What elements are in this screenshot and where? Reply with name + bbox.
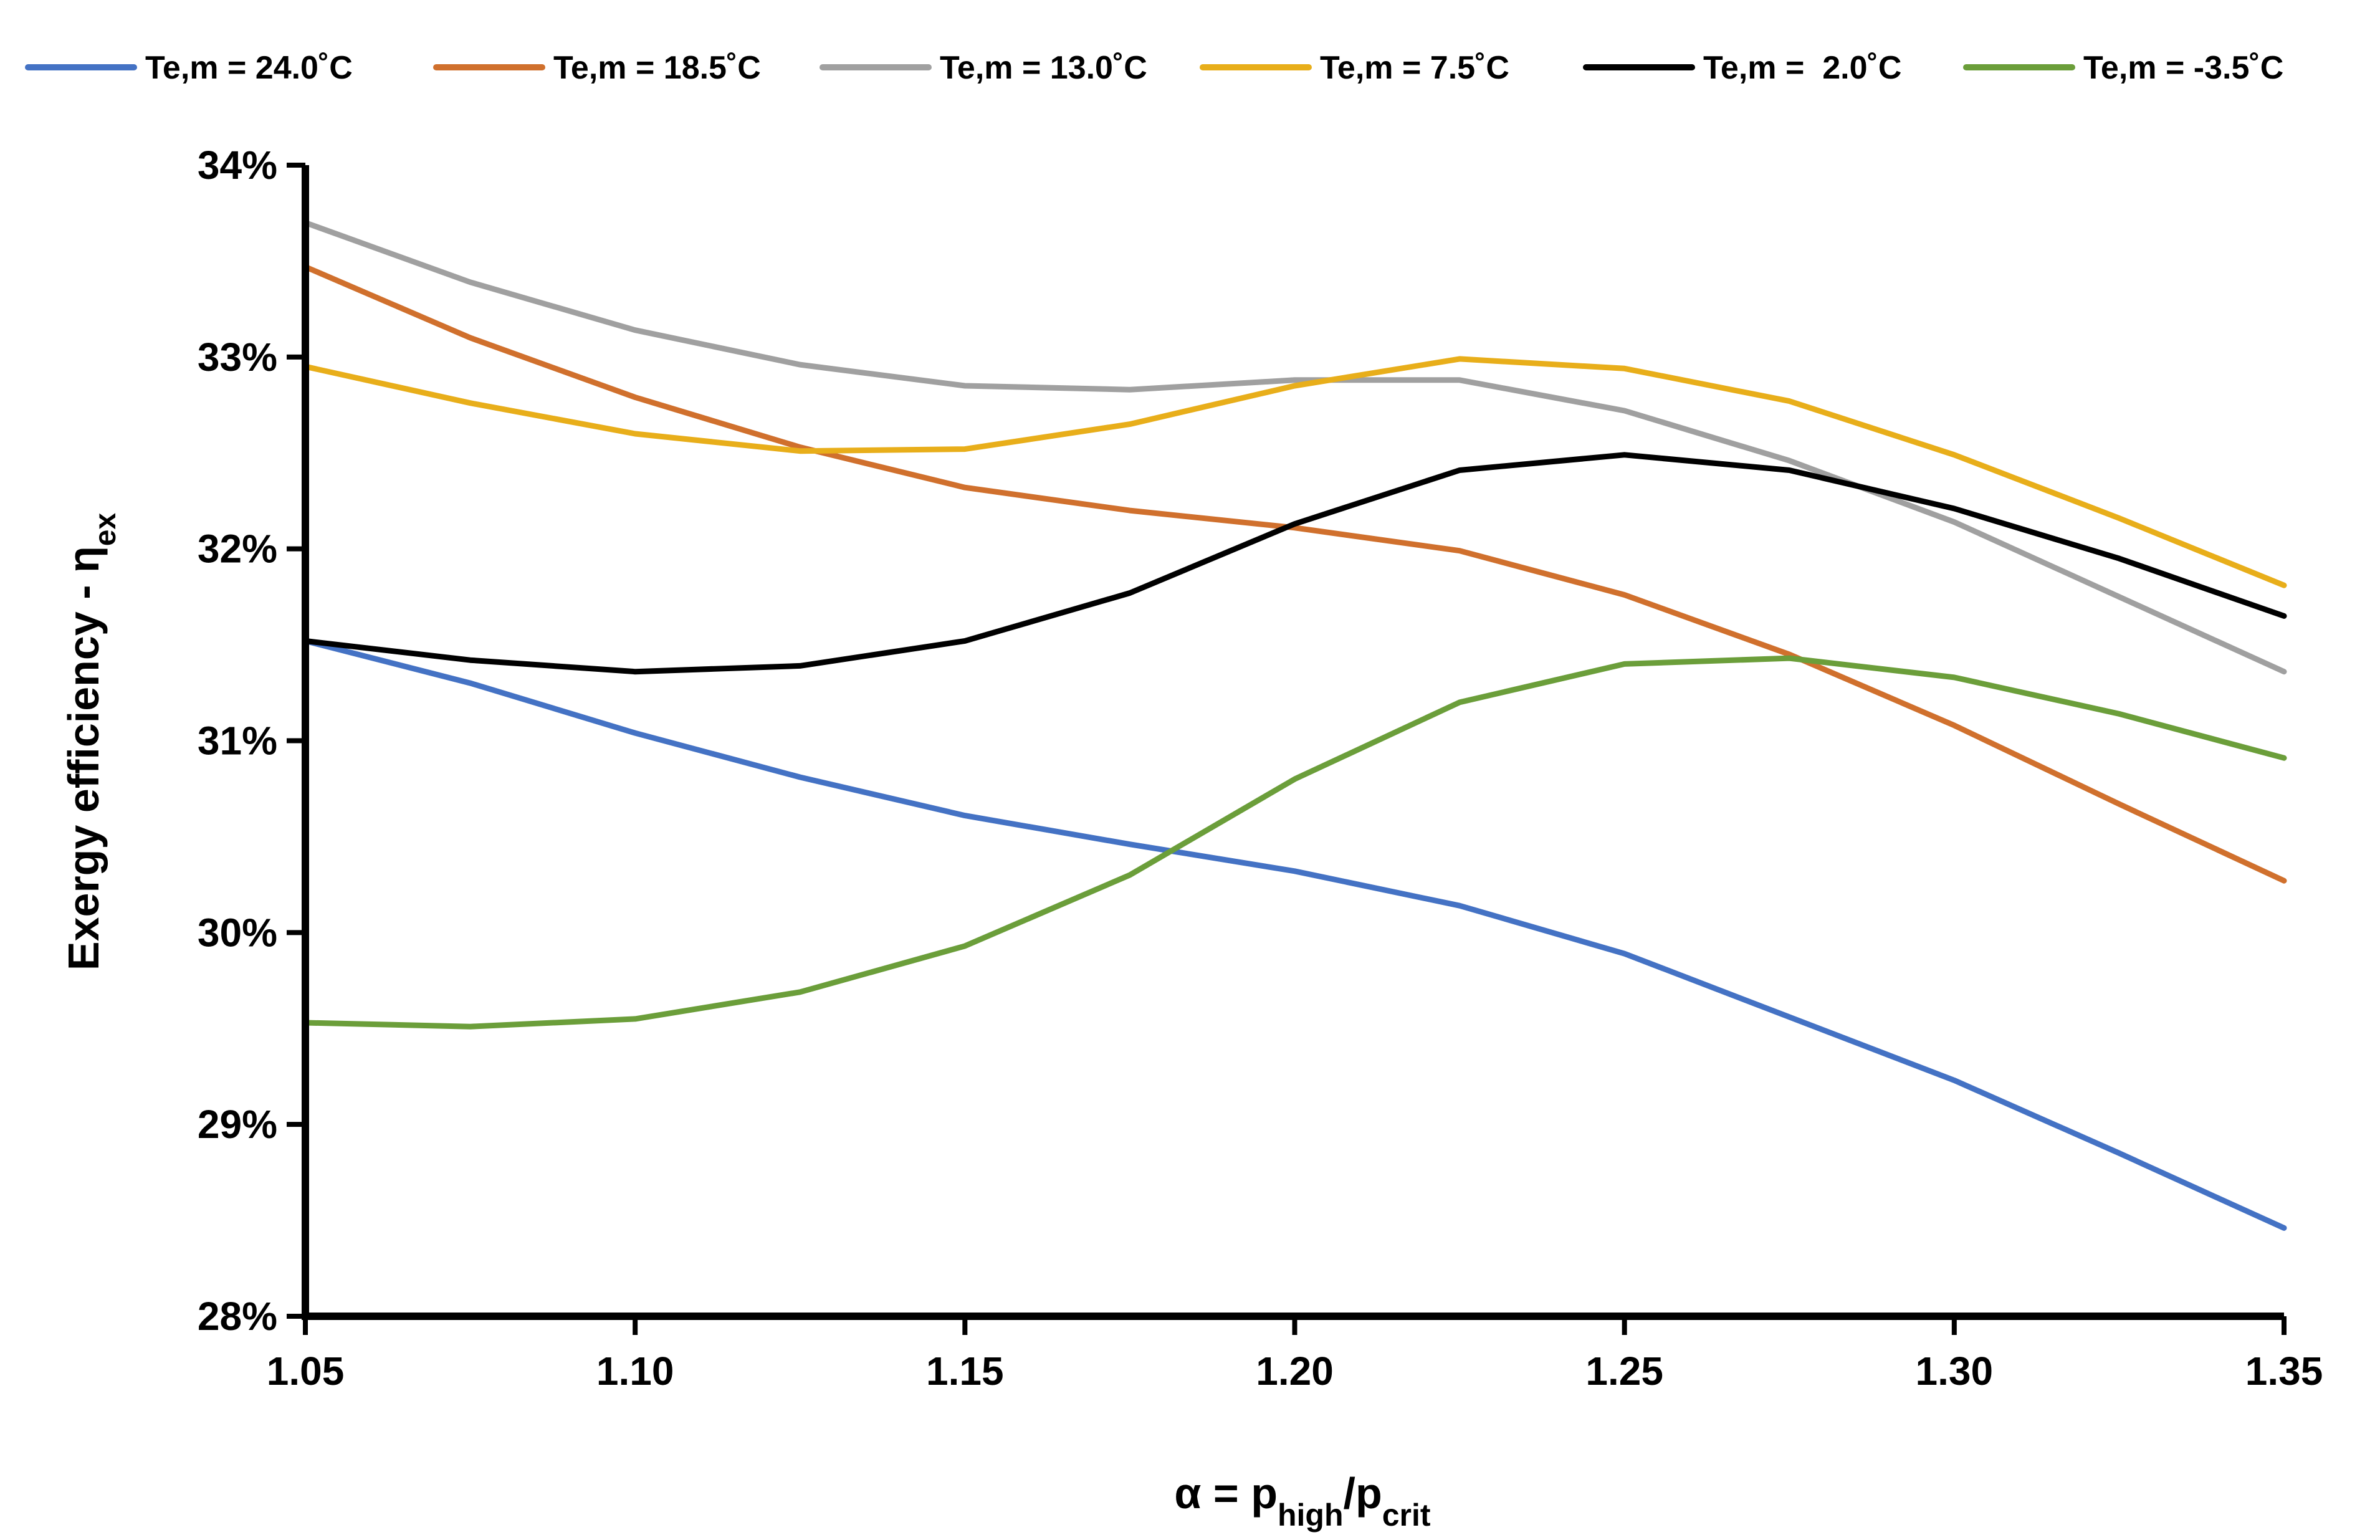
y-axis-title-sub: ex — [89, 513, 122, 547]
x-tick-label: 1.25 — [1585, 1349, 1663, 1394]
y-tick-label: 28% — [198, 1294, 277, 1339]
y-tick-label: 34% — [198, 143, 277, 188]
ticks: 28% 29% 30% 31% 32% 33% 34% 1.05 1.10 1.15 1.20 1.2… — [198, 143, 2323, 1394]
x-axis-title-sub-high: high — [1278, 1498, 1344, 1533]
legend-item-5: Te,m = 2.0˚C — [1583, 50, 1901, 86]
x-tick-label: 1.05 — [267, 1349, 345, 1394]
legend-item-6: Te,m = -3.5˚C — [1963, 50, 2283, 86]
legend-item-3: Te,m = 13.0˚C — [820, 50, 1147, 86]
x-axis-title-sub-crit: crit — [1382, 1498, 1431, 1533]
legend-item-2: Te,m = 18.5˚C — [433, 50, 761, 86]
series-layer — [302, 219, 2287, 1231]
x-axis-title-base: α = p — [1174, 1469, 1278, 1518]
legend-label: Te,m = 18.5˚C — [553, 50, 761, 86]
y-tick-label: 33% — [198, 335, 277, 380]
series-line-1 — [302, 638, 2287, 1231]
series-line-4 — [302, 356, 2287, 588]
x-tick-label: 1.20 — [1256, 1349, 1334, 1394]
x-axis-title: α = phigh/pcrit — [1174, 1469, 1430, 1533]
x-tick-label: 1.10 — [596, 1349, 674, 1394]
y-axis-title-base: Exergy efficiency - η — [59, 546, 108, 970]
legend-item-4: Te,m = 7.5˚C — [1200, 50, 1509, 86]
x-tick-label: 1.15 — [926, 1349, 1004, 1394]
legend-item-1: Te,m = 24.0˚C — [25, 50, 353, 86]
y-tick-label: 29% — [198, 1102, 277, 1147]
legend-label: Te,m = 7.5˚C — [1320, 50, 1509, 86]
legend-label: Te,m = 24.0˚C — [145, 50, 353, 86]
legend-label: Te,m = 2.0˚C — [1703, 50, 1901, 86]
y-tick-label: 32% — [198, 527, 277, 572]
y-axis-title: Exergy efficiency - ηex — [59, 513, 122, 971]
series-line-5 — [302, 452, 2287, 675]
series-line-6 — [302, 655, 2287, 1030]
y-tick-label: 31% — [198, 719, 277, 763]
x-axis-title-mid: /p — [1344, 1469, 1382, 1518]
x-tick-label: 1.35 — [2245, 1349, 2323, 1394]
x-tick-label: 1.30 — [1916, 1349, 1994, 1394]
legend-label: Te,m = -3.5˚C — [2083, 50, 2283, 86]
series-line-2 — [302, 264, 2287, 884]
legend: Te,m = 24.0˚C Te,m = 18.5˚C Te,m = 13.0˚C T… — [25, 50, 2283, 86]
series-line-3 — [302, 219, 2287, 675]
y-tick-label: 30% — [198, 910, 277, 955]
legend-label: Te,m = 13.0˚C — [940, 50, 1147, 86]
